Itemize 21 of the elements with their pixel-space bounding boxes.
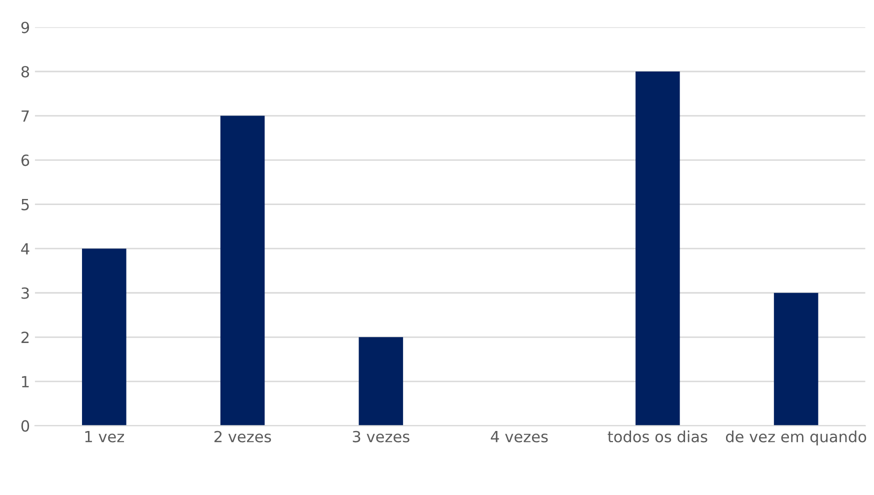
y-tick-label: 8 [21,66,30,78]
x-tick-label: 1 vez [85,431,124,442]
x-tick-label: 4 vezes [490,431,548,442]
bar [774,292,818,426]
y-tick-label: 3 [22,287,29,299]
y-tick-label: 0 [21,420,30,432]
x-tick-label: 2 vezes [214,430,271,442]
y-tick-label: 4 [21,243,30,254]
bar [82,248,126,426]
y-tick-label: 1 [22,376,29,388]
y-tick-label: 7 [22,110,29,122]
x-tick-label: de vez em quando [726,430,866,446]
bar [220,116,265,426]
x-tick-label: todos os dias [608,430,708,442]
y-tick-label: 9 [21,22,30,34]
y-tick-label: 6 [21,154,30,166]
bar [358,337,404,426]
x-tick-label: 3 vezes [352,430,410,442]
y-tick-label: 5 [22,198,29,210]
y-tick-label: 2 [22,332,29,343]
bar [636,72,680,426]
